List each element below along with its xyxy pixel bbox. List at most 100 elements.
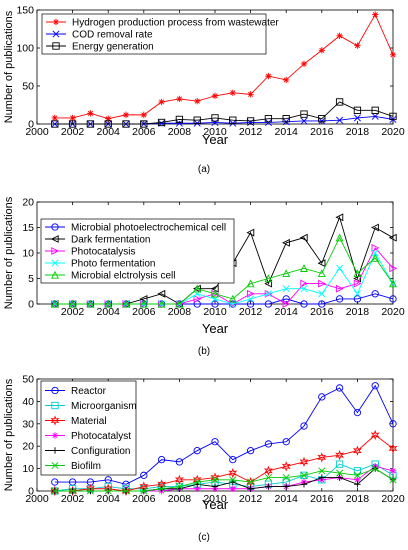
data-point: [388, 233, 397, 242]
data-point: [371, 112, 379, 120]
data-point: [246, 300, 255, 308]
series-line: [54, 236, 394, 305]
data-point: [211, 92, 219, 100]
data-point: [264, 274, 273, 283]
data-point: [282, 115, 290, 123]
data-point: [300, 422, 308, 430]
legend-marker: [50, 415, 60, 426]
caption-b: (b): [198, 346, 210, 357]
data-point: [211, 476, 219, 484]
legend-box: [40, 218, 235, 284]
data-point: [264, 289, 273, 298]
data-point: [265, 72, 272, 80]
legend-marker: [52, 18, 60, 26]
data-point: [354, 42, 361, 49]
series-microbial-elctrolysis-cell: [50, 233, 397, 308]
series-material: [50, 429, 398, 497]
data-point: [264, 300, 273, 308]
data-point: [282, 474, 290, 482]
series-line: [54, 468, 394, 492]
x-tick-label: 2006: [132, 306, 156, 318]
data-point: [51, 120, 59, 128]
data-point: [193, 116, 201, 124]
y-tick-label: 20: [22, 441, 34, 453]
data-point: [354, 481, 361, 488]
data-point: [353, 295, 362, 303]
data-point: [104, 487, 112, 495]
data-point: [371, 253, 380, 262]
legend-marker: [52, 42, 60, 50]
data-point: [335, 284, 344, 293]
x-tick-label: 2004: [97, 306, 121, 318]
data-point: [335, 233, 344, 242]
y-tick-label: 50: [22, 81, 34, 93]
data-point: [229, 485, 236, 492]
x-tick-label: 2020: [381, 126, 405, 138]
data-point: [371, 382, 379, 390]
data-point: [211, 114, 219, 122]
legend-marker: [51, 247, 60, 255]
data-point: [282, 269, 291, 278]
series-layer-a: [51, 11, 397, 128]
data-point: [51, 478, 59, 486]
data-point: [283, 76, 290, 84]
legend-entry: Photocatalyst: [45, 431, 131, 442]
data-point: [370, 223, 379, 232]
data-point: [300, 481, 308, 488]
data-point: [194, 98, 201, 105]
data-point: [300, 60, 308, 68]
data-point: [336, 116, 344, 124]
data-point: [51, 114, 58, 122]
x-tick-label: 2020: [381, 306, 405, 318]
x-tick-label: 2008: [168, 126, 192, 138]
data-point: [229, 89, 236, 97]
data-point: [318, 393, 326, 401]
data-point: [246, 279, 255, 288]
legend-label: Photocatalysis: [71, 247, 135, 258]
data-point: [353, 269, 362, 278]
data-point: [122, 299, 130, 308]
data-point: [139, 299, 148, 308]
x-axis-label-a: Year: [202, 132, 229, 147]
data-point: [211, 438, 219, 446]
data-point: [300, 285, 308, 293]
y-tick-label: 0: [28, 486, 34, 498]
legend-entry: Photo fermentation: [45, 259, 156, 270]
data-point: [353, 279, 362, 288]
data-point: [336, 474, 343, 481]
y-tick-label: 20: [22, 197, 34, 209]
data-point: [335, 450, 345, 461]
legend-entry: Material: [45, 415, 107, 427]
x-tick-label: 2000: [25, 126, 49, 138]
data-point: [389, 279, 397, 288]
data-point: [87, 110, 94, 117]
x-tick-label: 2010: [203, 126, 227, 138]
x-tick-label: 2020: [381, 493, 405, 505]
x-tick-label: 2004: [97, 126, 121, 138]
x-tick-label: 2004: [97, 493, 121, 505]
data-point: [175, 458, 184, 466]
data-point: [86, 120, 95, 128]
data-point: [282, 300, 291, 308]
x-tick-label: 2016: [310, 126, 334, 138]
x-tick-label: 2014: [275, 493, 299, 505]
data-point: [265, 483, 272, 490]
legend-label: Biofilm: [71, 461, 101, 472]
legend-entry: Hydrogen production process from wastewa…: [46, 18, 279, 29]
data-point: [318, 300, 326, 308]
x-tick-label: 2002: [61, 493, 85, 505]
series-layer-c: [50, 382, 398, 497]
data-point: [263, 465, 273, 476]
panel-b: 2002 2004 2006 2008 2010 2012 2014 2016 2018 2020…: [3, 196, 405, 357]
legend-label: Hydrogen production process from wastewa…: [72, 18, 279, 29]
data-point: [282, 438, 290, 446]
data-point: [299, 456, 309, 467]
data-point: [264, 118, 272, 126]
x-tick-label: 2016: [310, 493, 334, 505]
data-point: [317, 452, 327, 463]
data-point: [281, 238, 290, 247]
legend-c: Reactor Microorganism Material Photocatalys…: [40, 380, 137, 476]
data-point: [318, 474, 325, 481]
x-tick-label: 2006: [132, 126, 156, 138]
